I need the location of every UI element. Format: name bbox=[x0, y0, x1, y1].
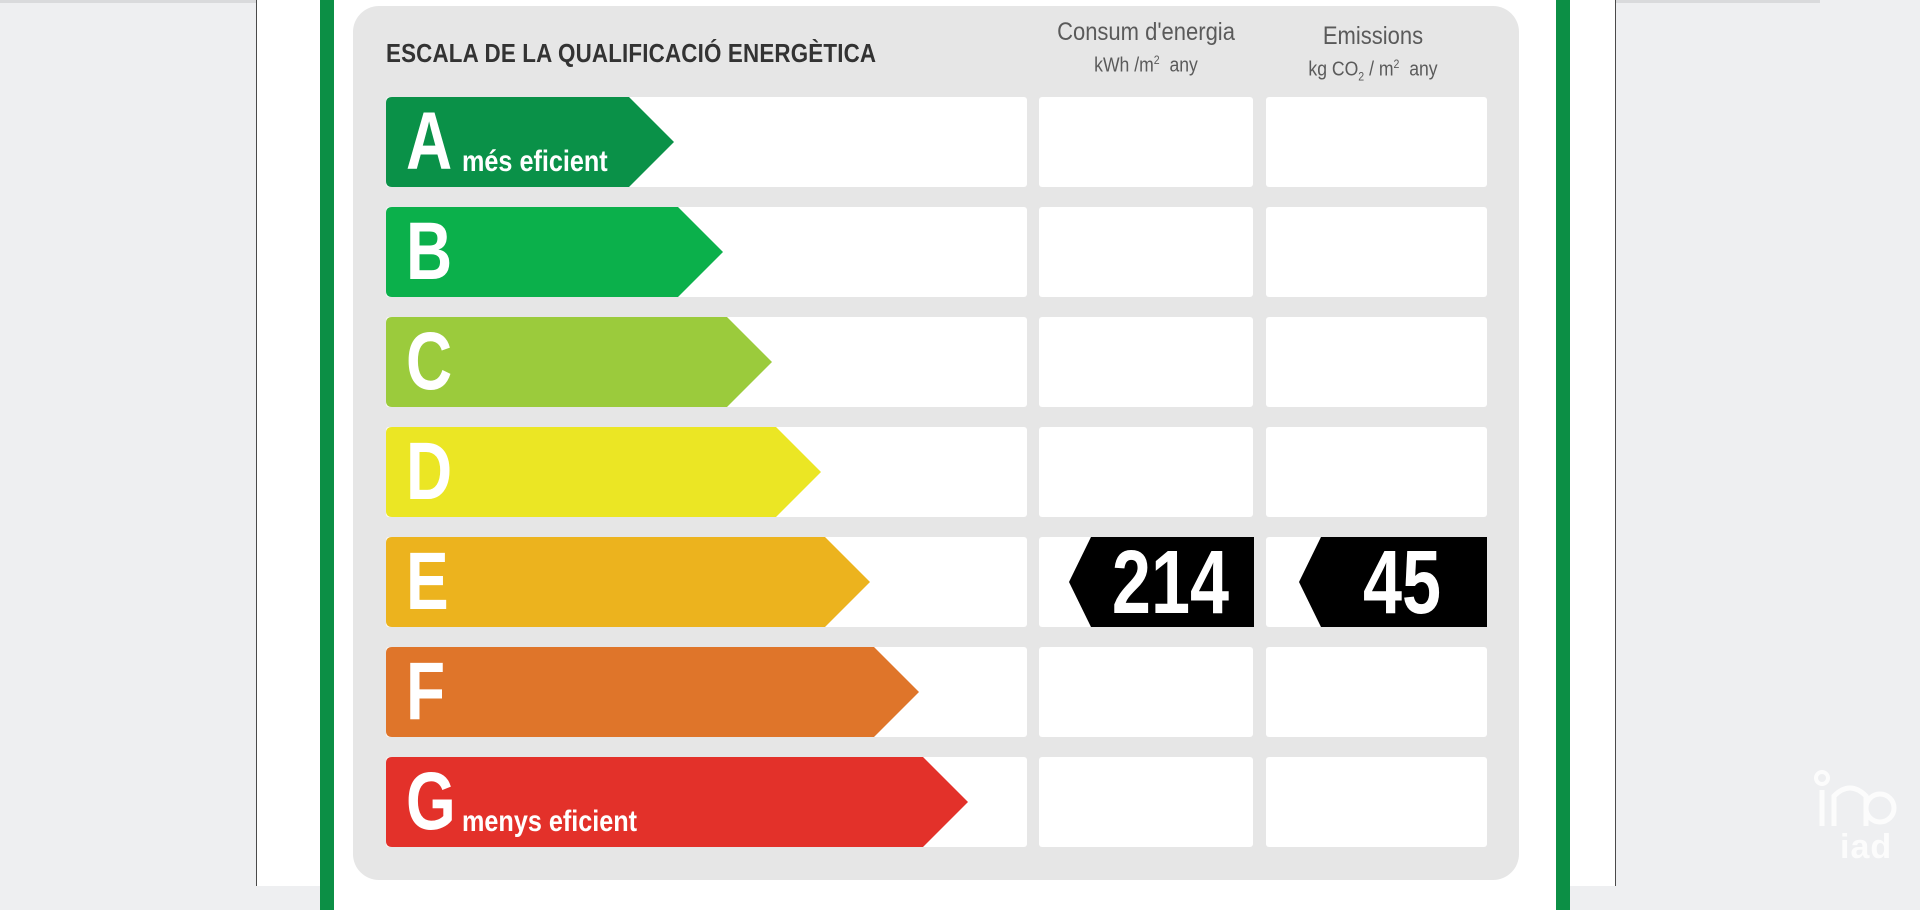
emissions-cell bbox=[1266, 97, 1487, 187]
rating-row-d: D bbox=[386, 427, 1488, 517]
energy-cell bbox=[1039, 427, 1253, 517]
rating-row-b: B bbox=[386, 207, 1488, 297]
emissions-cell bbox=[1266, 427, 1487, 517]
emissions-cell bbox=[1266, 647, 1487, 737]
energy-cell bbox=[1039, 757, 1253, 847]
emissions-cell bbox=[1266, 317, 1487, 407]
energy-cell bbox=[1039, 647, 1253, 737]
emissions-indicator-value: 45 bbox=[1362, 533, 1442, 633]
rating-letter: F bbox=[406, 646, 446, 737]
rating-sublabel: menys eficient bbox=[462, 805, 638, 838]
emissions-cell bbox=[1266, 757, 1487, 847]
rating-arrow-f bbox=[386, 647, 919, 737]
rating-arrow-d bbox=[386, 427, 821, 517]
rating-row-e: E 214 45 bbox=[386, 533, 1488, 633]
emissions-cell bbox=[1266, 207, 1487, 297]
energy-column-header: Consum d'energia kWh /m2 any bbox=[1038, 18, 1254, 78]
rating-arrow-b bbox=[386, 207, 723, 297]
rating-letter: B bbox=[406, 206, 453, 297]
rating-letter: D bbox=[406, 426, 453, 517]
watermark-text: iad bbox=[1840, 828, 1893, 866]
rating-arrow-e bbox=[386, 537, 870, 627]
rating-sublabel: més eficient bbox=[462, 145, 608, 178]
emissions-column-unit: kg CO2 / m2 any bbox=[1308, 57, 1438, 84]
energy-column-label: Consum d'energia bbox=[1057, 18, 1235, 46]
energy-column-unit: kWh /m2 any bbox=[1094, 53, 1198, 77]
page-title: ESCALA DE LA QUALIFICACIÓ ENERGÈTICA bbox=[386, 38, 877, 68]
rating-arrow-a bbox=[386, 97, 674, 187]
energy-cell bbox=[1039, 97, 1253, 187]
rating-arrow-c bbox=[386, 317, 772, 407]
iad-logo-watermark: iad bbox=[1800, 766, 1900, 876]
energy-indicator: 214 bbox=[1069, 533, 1254, 633]
rating-letter: A bbox=[406, 96, 453, 187]
rating-row-c: C bbox=[386, 317, 1488, 407]
emissions-column-label: Emissions bbox=[1322, 22, 1424, 50]
energy-indicator-value: 214 bbox=[1111, 533, 1230, 633]
emissions-column-header: Emissions kg CO2 / m2 any bbox=[1265, 22, 1481, 84]
rating-letter: C bbox=[406, 316, 453, 407]
energy-cell bbox=[1039, 317, 1253, 407]
rating-arrow-g bbox=[386, 757, 968, 847]
emissions-indicator: 45 bbox=[1299, 533, 1487, 633]
energy-cell bbox=[1039, 207, 1253, 297]
rating-letter: G bbox=[406, 756, 456, 847]
rating-row-f: F bbox=[386, 647, 1488, 737]
rating-letter: E bbox=[406, 536, 449, 627]
